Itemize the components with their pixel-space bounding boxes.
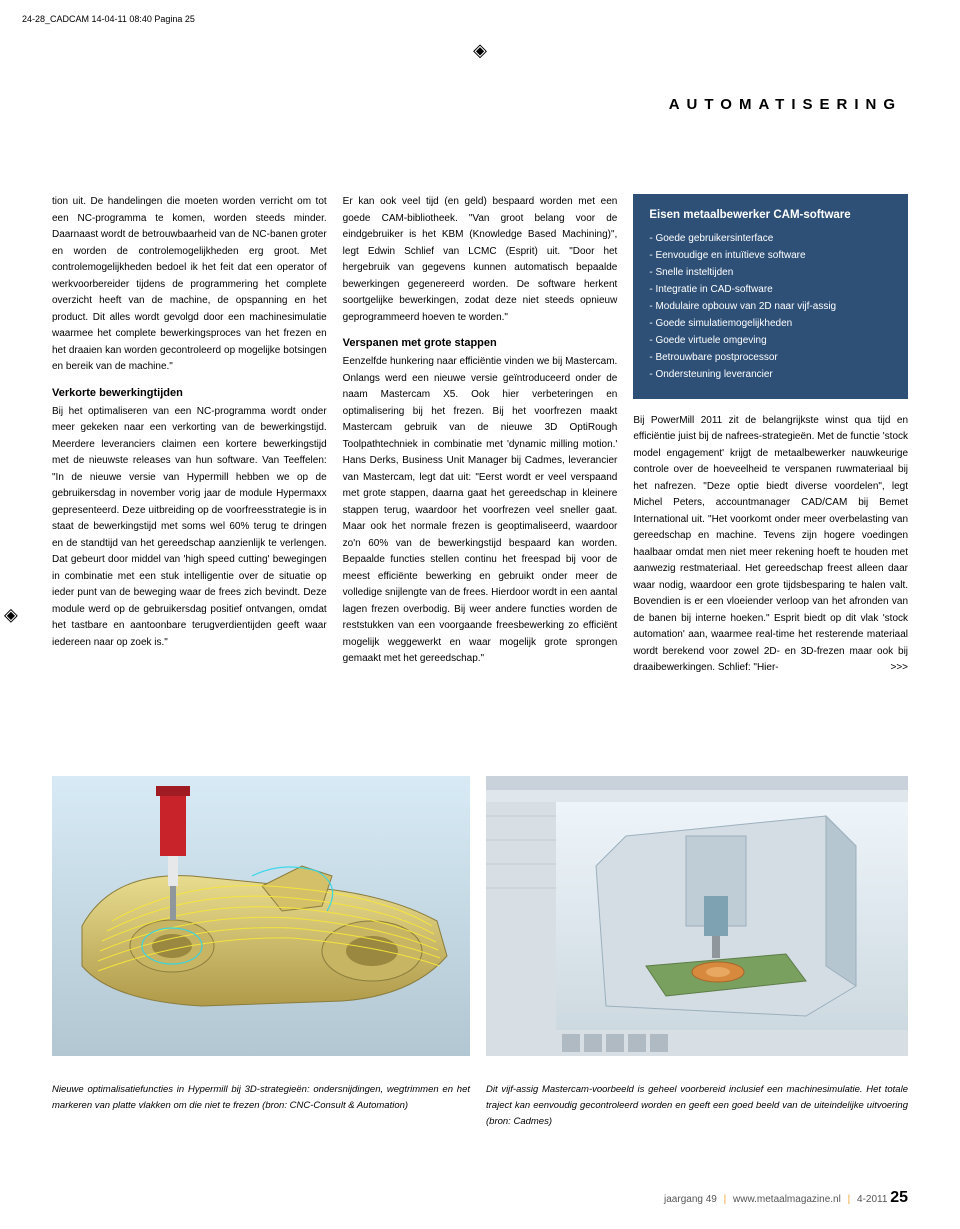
col1-subheading: Verkorte bewerkingtijden: [52, 384, 327, 402]
sidebar-list: Goede gebruikersinterface Eenvoudige en …: [649, 230, 892, 383]
sidebar-item: Snelle insteltijden: [649, 264, 892, 281]
column-2: Er kan ook veel tijd (en geld) bespaard …: [343, 194, 618, 677]
crop-mark-top: ◈: [473, 40, 487, 61]
caption-right: Dit vijf-assig Mastercam-voorbeeld is ge…: [486, 1082, 908, 1130]
figures-row: [52, 776, 908, 1056]
sidebar-item: Goede gebruikersinterface: [649, 230, 892, 247]
section-header: AUTOMATISERING: [669, 96, 902, 113]
continue-mark: >>>: [890, 660, 908, 677]
figure-right: [486, 776, 908, 1056]
crop-mark-left: ◈: [4, 604, 18, 625]
captions-row: Nieuwe optimalisatiefuncties in Hypermil…: [52, 1082, 908, 1130]
footer-sep: |: [848, 1194, 851, 1205]
sidebar-box: Eisen metaalbewerker CAM-software Goede …: [633, 194, 908, 399]
col3-paragraph-1: Bij PowerMill 2011 zit de belangrijkste …: [633, 413, 908, 677]
col1-paragraph-2: Bij het optimaliseren van een NC-program…: [52, 404, 327, 652]
sidebar-item: Eenvoudige en intuïtieve software: [649, 247, 892, 264]
cad-part-illustration: [52, 776, 470, 1056]
print-header-line: 24-28_CADCAM 14-04-11 08:40 Pagina 25: [22, 14, 195, 24]
footer-issue: 4-2011: [857, 1194, 887, 1205]
sidebar-item: Modulaire opbouw van 2D naar vijf-assig: [649, 298, 892, 315]
page-footer: jaargang 49 | www.metaalmagazine.nl | 4-…: [664, 1189, 908, 1207]
footer-url: www.metaalmagazine.nl: [733, 1194, 841, 1205]
col2-subheading: Verspanen met grote stappen: [343, 334, 618, 352]
col2-paragraph-2: Eenzelfde hunkering naar efficiëntie vin…: [343, 354, 618, 668]
col1-paragraph-1: tion uit. De handelingen die moeten word…: [52, 194, 327, 376]
column-3: Eisen metaalbewerker CAM-software Goede …: [633, 194, 908, 677]
col2-paragraph-1: Er kan ook veel tijd (en geld) bespaard …: [343, 194, 618, 326]
caption-left: Nieuwe optimalisatiefuncties in Hypermil…: [52, 1082, 470, 1130]
column-1: tion uit. De handelingen die moeten word…: [52, 194, 327, 677]
footer-jaargang: jaargang 49: [664, 1194, 717, 1205]
sidebar-item: Integratie in CAD-software: [649, 281, 892, 298]
sidebar-item: Ondersteuning leverancier: [649, 366, 892, 383]
article-columns: tion uit. De handelingen die moeten word…: [52, 194, 908, 677]
page-number: 25: [890, 1189, 908, 1206]
sidebar-item: Betrouwbare postprocessor: [649, 349, 892, 366]
footer-sep: |: [724, 1194, 727, 1205]
sidebar-item: Goede virtuele omgeving: [649, 332, 892, 349]
machine-sim-screenshot: [486, 776, 908, 1056]
sidebar-item: Goede simulatiemogelijkheden: [649, 315, 892, 332]
figure-left: [52, 776, 470, 1056]
sidebar-box-title: Eisen metaalbewerker CAM-software: [649, 208, 892, 224]
